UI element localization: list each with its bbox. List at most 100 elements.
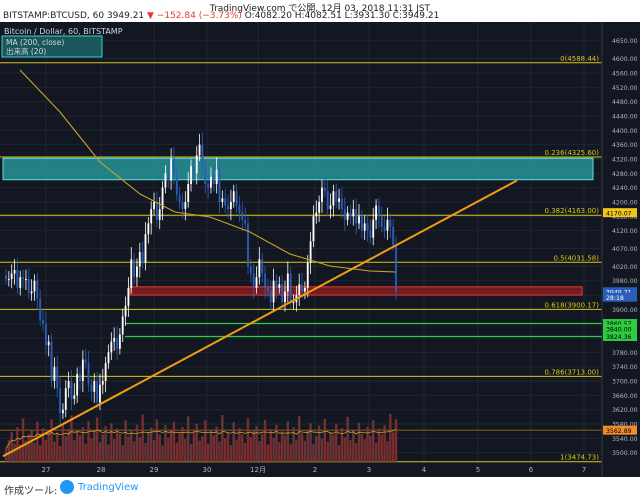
candle-body [252,273,255,288]
candle-body [227,205,229,210]
volume-bar [261,433,264,462]
volume-bar [329,431,332,462]
candle-body [79,373,81,382]
candle-body [178,194,181,202]
candle-body [332,191,335,206]
volume-bar [249,436,253,462]
volume-bar [389,414,392,462]
candle-body [289,273,292,303]
volume-bar [317,425,321,462]
candle-body [113,338,116,342]
candle-body [244,219,247,224]
candle-body [25,278,27,280]
candle-body [195,155,198,174]
price-tick-label: 4360.00 [612,142,638,149]
volume-bar [36,421,39,462]
volume-bar [360,433,364,462]
candle-body [255,277,258,288]
tradingview-brand[interactable]: TradingView [60,480,138,494]
candle-body [76,373,79,396]
volume-bar [300,433,304,462]
price-tick-label: 4160.00 [612,214,638,221]
volume-bar [107,444,110,462]
price-tick-label: 4280.00 [612,171,638,178]
candle-body [212,176,215,185]
volume-bar [309,423,312,462]
candle-body [93,381,96,392]
candle-body [207,184,210,188]
candle-body [372,219,375,238]
volume-bar [93,430,96,462]
volume-bar [164,425,167,462]
candle-body [53,366,56,382]
volume-bar [38,445,42,462]
candle-body [272,280,275,303]
price-tick-label: 4400.00 [612,128,638,135]
legend-indicator-box[interactable] [1,35,103,58]
volume-ma-line [5,428,397,449]
candle-body [164,173,167,188]
price-chart[interactable]: 0(4588.44) 0.236(4325.60) 0.382(4163.00) 0.… [0,22,640,477]
candle-body [298,284,301,296]
candle-body [309,241,312,263]
candle-body [335,191,338,202]
volume-bar [246,417,250,462]
candle-body [138,252,141,267]
candle-body [346,212,349,220]
candle-body [241,212,244,220]
volume-bar [33,442,36,462]
volume-bar [292,427,295,462]
volume-bar [383,425,386,462]
candle-body [369,230,372,238]
candle-body [352,209,355,217]
fib-level-label: 0.5(4031.58) [553,254,599,262]
candle-body [13,270,16,274]
time-tick-label: 5 [476,466,480,474]
price-tick-label: 4520.00 [612,85,638,92]
candle-body [73,395,76,399]
volume-bar [229,445,233,462]
time-tick-label: 30 [203,466,212,474]
volume-bar [363,439,366,462]
candle-body [84,359,87,364]
price-tick-label: 3780.00 [612,350,638,357]
volume-bar [201,436,204,462]
volume-bar [298,415,301,462]
candle-body [343,209,346,220]
volume-bar [127,436,130,462]
candle-body [358,216,360,224]
volume-bar [189,444,193,462]
chart-area[interactable]: 0(4588.44) 0.236(4325.60) 0.382(4163.00) 0.… [0,22,640,477]
volume-bar [289,443,292,462]
candle-body [70,381,73,399]
symbol-line: BITSTAMP:BTCUSD, 60 3949.21 ▼ −152.84 (−… [3,11,439,21]
candle-body [264,273,266,288]
chart-background [0,22,640,477]
price-tick-label: 4240.00 [612,185,638,192]
brand-name: TradingView [78,481,139,493]
volume-bar [30,430,33,462]
volume-bar [258,441,261,462]
volume-bar [209,429,213,462]
volume-bar [198,440,201,462]
candle-body [232,191,235,202]
candle-body [266,287,269,292]
legend-title: Bitcoin / Dollar, 60, BITSTAMP [4,27,123,36]
volume-bar [115,428,119,462]
candle-body [39,298,42,321]
price-tick-label: 3700.00 [612,379,638,386]
resistance-zone [2,157,594,181]
price-tick-label: 3620.00 [612,407,638,414]
candle-body [377,205,380,217]
candle-body [392,227,395,245]
candle-body [99,384,101,403]
price-change: ▼ −152.84 (−3.73%) [147,11,242,21]
volume-bar [75,431,79,462]
volume-bar [349,440,352,462]
price-tick-label: 3980.00 [612,278,638,285]
published-line: TradingView.com で公開, 12月 03, 2018 11:31 … [209,4,431,14]
volume-bar [167,437,170,462]
price-tag [603,292,637,302]
volume-bar [377,428,381,462]
volume-bar [70,415,73,462]
